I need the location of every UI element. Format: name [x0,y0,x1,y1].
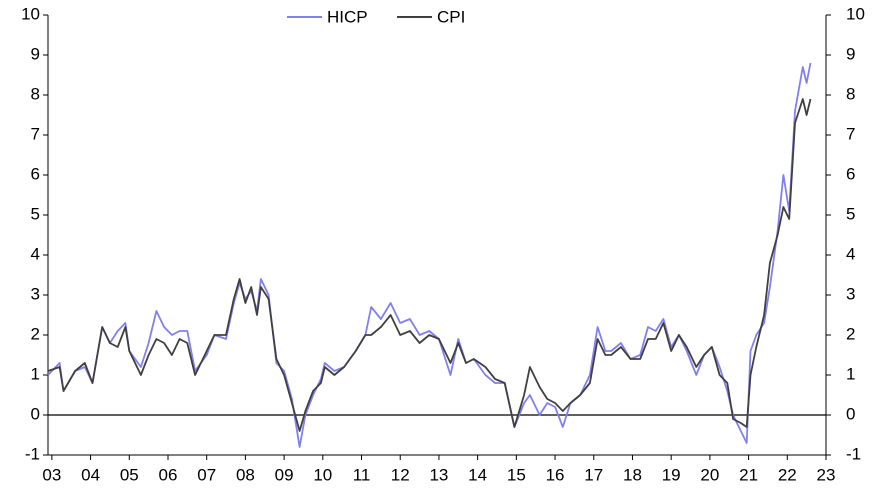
x-tick-label: 13 [429,465,448,484]
y2-tick-label: 7 [846,124,855,143]
x-tick-label: 06 [159,465,178,484]
x-tick-label: 19 [662,465,681,484]
y2-tick-label: 10 [846,4,865,23]
legend-label: HICP [327,7,368,26]
y-tick-label: 2 [31,324,40,343]
x-tick-label: 08 [236,465,255,484]
x-tick-label: 16 [546,465,565,484]
y-tick-label: 8 [31,84,40,103]
series-line [47,98,812,432]
y2-tick-label: 2 [846,324,855,343]
y-tick-label: 9 [31,44,40,63]
y2-tick-label: 1 [846,364,855,383]
x-tick-label: 23 [817,465,836,484]
x-tick-label: 03 [42,465,61,484]
x-tick-label: 05 [120,465,139,484]
x-tick-label: 21 [739,465,758,484]
y2-tick-label: 5 [846,204,855,223]
x-tick-label: 20 [700,465,719,484]
y-tick-label: -1 [25,444,40,463]
x-tick-label: 14 [468,465,487,484]
x-tick-label: 10 [313,465,332,484]
y-tick-label: 10 [21,4,40,23]
y2-tick-label: 4 [846,244,855,263]
x-tick-label: 07 [197,465,216,484]
x-tick-label: 04 [81,465,100,484]
x-tick-label: 11 [353,465,371,484]
y2-tick-label: 3 [846,284,855,303]
series-line [47,62,812,448]
y2-tick-label: -1 [846,444,861,463]
x-tick-label: 09 [275,465,294,484]
y-tick-label: 4 [31,244,40,263]
x-tick-label: 22 [778,465,797,484]
y2-tick-label: 8 [846,84,855,103]
y2-tick-label: 6 [846,164,855,183]
y-tick-label: 6 [31,164,40,183]
y-tick-label: 5 [31,204,40,223]
y-tick-label: 7 [31,124,40,143]
y-tick-label: 0 [31,404,40,423]
y2-tick-label: 9 [846,44,855,63]
y2-tick-label: 0 [846,404,855,423]
y-tick-label: 1 [31,364,40,383]
x-tick-label: 12 [391,465,410,484]
y-tick-label: 3 [31,284,40,303]
x-tick-label: 17 [584,465,603,484]
x-tick-label: 18 [623,465,642,484]
legend-label: CPI [437,7,465,26]
x-tick-label: 15 [507,465,526,484]
